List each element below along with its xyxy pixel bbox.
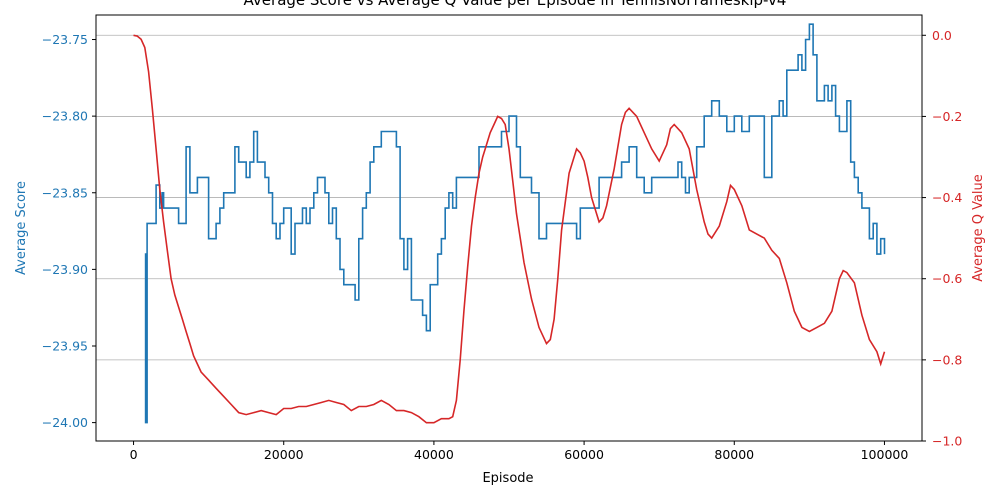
x-tick-label: 80000 <box>714 447 754 462</box>
chart-title: Average Score vs Average Q Value per Epi… <box>244 0 787 9</box>
right-y-tick-label: −0.4 <box>932 190 962 205</box>
q-value-series-line <box>133 34 886 424</box>
left-y-tick-label: −23.80 <box>42 109 88 124</box>
x-tick-label: 100000 <box>861 447 909 462</box>
right-y-tick-label: −0.8 <box>932 352 962 367</box>
gridlines <box>96 34 922 442</box>
left-y-tick-label: −23.85 <box>42 185 88 200</box>
right-y-tick-label: −1.0 <box>932 434 962 449</box>
x-tick-label: 20000 <box>264 447 304 462</box>
x-tick-label: 60000 <box>564 447 604 462</box>
left-y-tick-label: −23.95 <box>42 338 88 353</box>
left-y-tick-label: −24.00 <box>42 415 88 430</box>
left-y-tick-label: −23.90 <box>42 262 88 277</box>
x-axis-ticks: 0 20000 40000 60000 80000 100000 <box>130 441 909 462</box>
right-y-axis-ticks: −1.0 −0.8 −0.6 −0.4 −0.2 0.0 <box>922 28 962 449</box>
x-axis-label: Episode <box>482 471 533 486</box>
left-y-axis-label: Average Score <box>14 181 29 275</box>
right-y-tick-label: −0.2 <box>932 109 962 124</box>
x-tick-label: 40000 <box>414 447 454 462</box>
right-y-tick-label: 0.0 <box>932 28 952 43</box>
plot-series <box>133 23 886 424</box>
plot-frame <box>95 14 923 442</box>
right-y-tick-label: −0.6 <box>932 271 962 286</box>
right-y-axis-label: Average Q Value <box>971 174 986 282</box>
left-y-axis-ticks: −24.00 −23.95 −23.90 −23.85 −23.80 −23.75 <box>42 32 96 430</box>
left-y-tick-label: −23.75 <box>42 32 88 47</box>
score-series-line <box>144 23 886 424</box>
x-tick-label: 0 <box>130 447 138 462</box>
